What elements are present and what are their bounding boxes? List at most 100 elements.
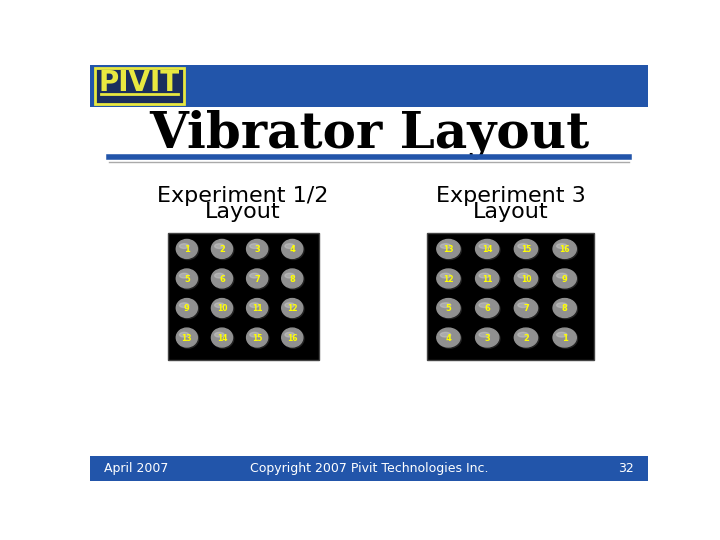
Ellipse shape [441, 303, 451, 308]
Ellipse shape [476, 269, 499, 288]
Text: 2: 2 [523, 334, 529, 343]
Text: Vibrator Layout: Vibrator Layout [149, 109, 589, 159]
Ellipse shape [557, 303, 567, 308]
Ellipse shape [514, 328, 538, 347]
Text: Copyright 2007 Pivit Technologies Inc.: Copyright 2007 Pivit Technologies Inc. [250, 462, 488, 475]
Text: 9: 9 [562, 275, 567, 284]
Ellipse shape [518, 303, 528, 308]
Ellipse shape [477, 270, 500, 289]
Ellipse shape [441, 332, 451, 337]
Ellipse shape [437, 328, 460, 347]
Text: 16: 16 [287, 334, 297, 343]
Ellipse shape [441, 244, 451, 248]
Ellipse shape [215, 303, 224, 308]
Text: 15: 15 [521, 245, 531, 254]
Text: 11: 11 [482, 275, 492, 284]
Text: 3: 3 [254, 245, 260, 254]
Text: 5: 5 [446, 305, 451, 313]
Ellipse shape [282, 299, 303, 318]
Ellipse shape [476, 239, 499, 258]
Ellipse shape [179, 303, 189, 308]
Ellipse shape [250, 273, 259, 278]
Ellipse shape [285, 273, 294, 278]
Ellipse shape [179, 332, 189, 337]
Ellipse shape [479, 332, 490, 337]
Ellipse shape [477, 329, 500, 348]
Text: 10: 10 [217, 305, 228, 313]
Text: Layout: Layout [473, 202, 549, 222]
Text: 1: 1 [562, 334, 567, 343]
Ellipse shape [516, 270, 539, 289]
Ellipse shape [212, 241, 234, 260]
Ellipse shape [283, 300, 304, 319]
Ellipse shape [212, 300, 234, 319]
Ellipse shape [438, 300, 462, 319]
Text: 4: 4 [289, 245, 295, 254]
Ellipse shape [514, 239, 538, 258]
Ellipse shape [285, 303, 294, 308]
Ellipse shape [437, 299, 460, 318]
Ellipse shape [177, 241, 199, 260]
Ellipse shape [479, 244, 490, 248]
Text: 4: 4 [446, 334, 451, 343]
Ellipse shape [250, 303, 259, 308]
Text: 13: 13 [181, 334, 192, 343]
Ellipse shape [177, 270, 199, 289]
Ellipse shape [438, 270, 462, 289]
Text: Experiment 1/2: Experiment 1/2 [157, 186, 328, 206]
Ellipse shape [283, 270, 304, 289]
Ellipse shape [557, 273, 567, 278]
Ellipse shape [477, 300, 500, 319]
Ellipse shape [476, 328, 499, 347]
Ellipse shape [516, 300, 539, 319]
Text: 14: 14 [217, 334, 228, 343]
Ellipse shape [553, 269, 576, 288]
Ellipse shape [557, 244, 567, 248]
Text: Layout: Layout [205, 202, 281, 222]
Text: 16: 16 [559, 245, 570, 254]
Ellipse shape [437, 269, 460, 288]
Ellipse shape [176, 269, 197, 288]
Ellipse shape [283, 241, 304, 260]
Ellipse shape [176, 328, 197, 347]
Text: 3: 3 [485, 334, 490, 343]
Ellipse shape [250, 244, 259, 248]
FancyBboxPatch shape [427, 233, 594, 360]
Text: 7: 7 [254, 275, 260, 284]
Text: 11: 11 [252, 305, 262, 313]
Ellipse shape [248, 241, 269, 260]
Ellipse shape [246, 239, 268, 258]
Ellipse shape [553, 328, 576, 347]
Ellipse shape [554, 241, 577, 260]
Ellipse shape [282, 328, 303, 347]
Text: 6: 6 [485, 305, 490, 313]
Text: 13: 13 [444, 245, 454, 254]
Ellipse shape [176, 239, 197, 258]
Ellipse shape [282, 239, 303, 258]
Text: 12: 12 [287, 305, 297, 313]
Ellipse shape [554, 329, 577, 348]
Ellipse shape [212, 270, 234, 289]
Ellipse shape [285, 244, 294, 248]
Ellipse shape [250, 332, 259, 337]
Text: 15: 15 [252, 334, 262, 343]
FancyBboxPatch shape [94, 68, 184, 104]
Ellipse shape [283, 329, 304, 348]
Text: 7: 7 [523, 305, 528, 313]
Ellipse shape [212, 328, 233, 347]
Ellipse shape [179, 244, 189, 248]
Ellipse shape [177, 300, 199, 319]
Ellipse shape [554, 300, 577, 319]
Ellipse shape [514, 299, 538, 318]
Ellipse shape [246, 269, 268, 288]
Ellipse shape [212, 239, 233, 258]
Ellipse shape [554, 270, 577, 289]
Ellipse shape [438, 241, 462, 260]
Ellipse shape [437, 239, 460, 258]
Ellipse shape [516, 329, 539, 348]
Ellipse shape [285, 332, 294, 337]
Ellipse shape [479, 273, 490, 278]
Ellipse shape [282, 269, 303, 288]
Ellipse shape [438, 329, 462, 348]
Ellipse shape [212, 299, 233, 318]
